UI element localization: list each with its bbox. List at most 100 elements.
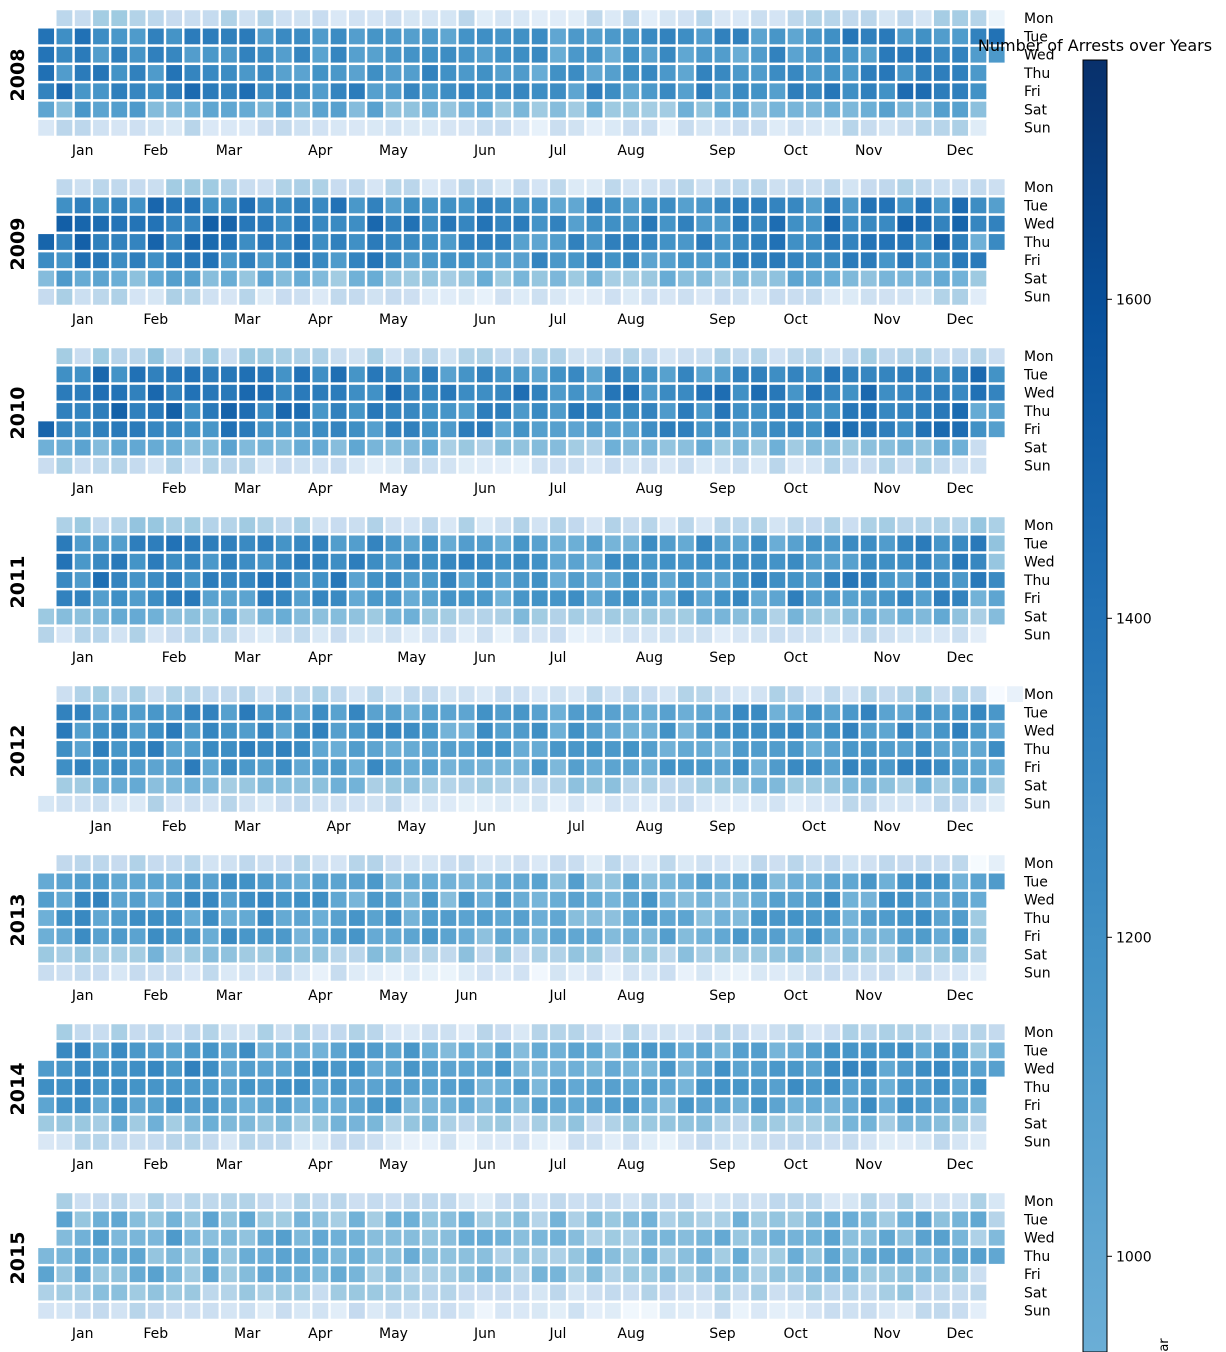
day-cell (147, 439, 164, 456)
day-cell (604, 270, 621, 287)
day-cell (769, 421, 786, 438)
day-cell (623, 517, 639, 534)
day-cell (403, 1193, 420, 1210)
day-cell (550, 1248, 566, 1264)
day-cell (842, 928, 859, 945)
month-label: Jul (549, 312, 567, 328)
day-cell (659, 704, 676, 721)
day-cell (38, 288, 55, 305)
day-cell (440, 777, 457, 794)
day-cell (312, 197, 329, 214)
day-cell (824, 197, 841, 214)
day-cell (476, 83, 493, 100)
day-cell (294, 46, 310, 63)
day-cell (202, 234, 219, 250)
day-cell (74, 1115, 91, 1132)
day-cell (641, 403, 658, 419)
day-cell (458, 366, 475, 383)
day-cell (952, 1133, 969, 1150)
day-cell (367, 1193, 384, 1210)
weekday-label: Fri (1024, 929, 1041, 945)
day-cell (550, 1079, 566, 1095)
day-cell (531, 891, 548, 908)
day-cell (74, 46, 91, 63)
day-cell (933, 252, 950, 269)
day-cell (74, 741, 91, 757)
day-cell (56, 517, 73, 534)
day-cell (184, 686, 201, 703)
day-cell (787, 384, 804, 401)
day-cell (751, 1284, 767, 1301)
day-cell (111, 10, 128, 27)
day-cell (568, 795, 585, 812)
month-label: Nov (873, 481, 900, 497)
day-cell (257, 215, 274, 232)
day-cell (440, 270, 457, 287)
day-cell (74, 421, 91, 438)
day-cell (403, 553, 420, 570)
day-cell (696, 1229, 713, 1246)
day-cell (678, 608, 694, 625)
day-cell (129, 910, 146, 926)
day-cell (714, 65, 731, 81)
day-cell (294, 366, 310, 383)
day-cell (714, 535, 731, 552)
day-cell (166, 553, 182, 570)
day-cell (275, 1248, 292, 1264)
day-cell (879, 28, 895, 45)
day-cell (860, 891, 877, 908)
day-cell (806, 252, 822, 269)
day-cell (385, 348, 402, 365)
day-cell (824, 28, 841, 45)
weekday-label: Wed (1024, 48, 1055, 64)
day-cell (568, 777, 585, 794)
day-cell (349, 1115, 365, 1132)
day-cell (550, 873, 566, 890)
day-cell (495, 270, 512, 287)
day-cell (74, 1060, 91, 1077)
day-cell (385, 590, 402, 607)
day-cell (641, 873, 658, 890)
day-cell (678, 197, 694, 214)
day-cell (202, 964, 219, 981)
day-cell (623, 1248, 639, 1264)
day-cell (166, 215, 182, 232)
year-label: 2010 (7, 387, 29, 440)
day-cell (586, 626, 603, 643)
day-cell (111, 777, 128, 794)
day-cell (751, 1193, 767, 1210)
day-cell (294, 270, 310, 287)
day-cell (586, 234, 603, 250)
day-cell (842, 777, 859, 794)
day-cell (824, 535, 841, 552)
day-cell (915, 457, 932, 474)
day-cell (696, 288, 713, 305)
day-cell (440, 1211, 457, 1228)
day-cell (385, 83, 402, 100)
day-cell (531, 457, 548, 474)
day-cell (74, 384, 91, 401)
day-cell (111, 553, 128, 570)
day-cell (550, 439, 566, 456)
day-cell (476, 891, 493, 908)
day-cell (897, 873, 914, 890)
day-cell (184, 101, 201, 118)
day-cell (952, 1229, 969, 1246)
day-cell (623, 891, 639, 908)
day-cell (513, 65, 530, 81)
day-cell (184, 759, 201, 776)
day-cell (129, 759, 146, 776)
day-cell (678, 215, 694, 232)
day-cell (422, 10, 438, 27)
day-cell (495, 608, 512, 625)
day-cell (678, 1229, 694, 1246)
day-cell (422, 928, 438, 945)
day-cell (129, 855, 146, 872)
day-cell (476, 65, 493, 81)
day-cell (842, 946, 859, 963)
day-cell (422, 608, 438, 625)
day-cell (440, 28, 457, 45)
day-cell (897, 1024, 914, 1041)
day-cell (714, 795, 731, 812)
day-cell (239, 553, 256, 570)
